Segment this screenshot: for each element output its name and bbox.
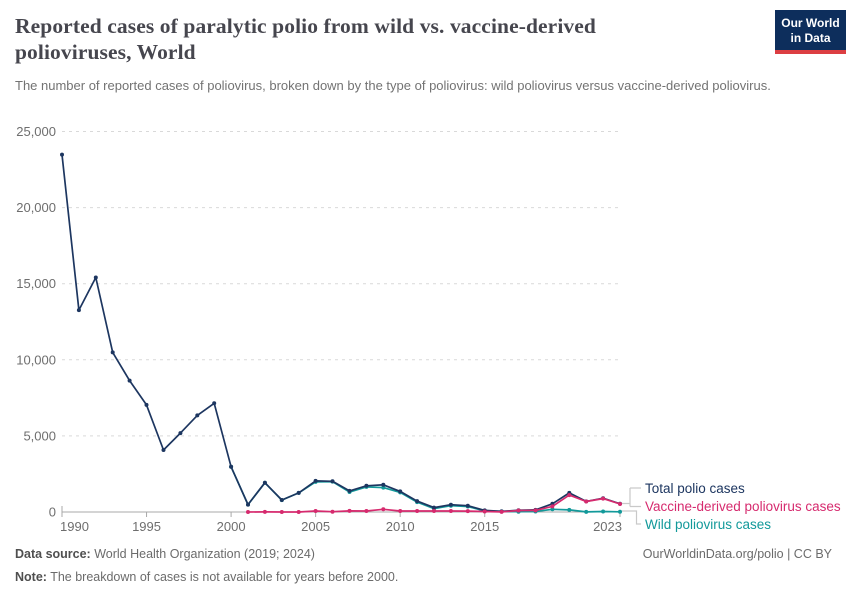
data-point [262,480,267,485]
data-point [381,507,386,512]
x-tick-label: 2005 [301,519,330,534]
data-point [381,485,386,490]
data-point [347,508,352,513]
data-point [601,496,606,501]
data-point [381,482,386,487]
data-point [465,503,470,508]
logo-line1: Our World [781,16,840,30]
data-point [296,510,301,514]
data-point [279,498,284,502]
note-label: Note: [15,570,47,584]
data-point [448,502,453,507]
data-point [465,509,470,514]
data-point [161,448,166,452]
data-point [499,509,504,514]
x-tick-label: 1990 [60,519,89,534]
data-point [313,509,318,513]
owid-credit-link[interactable]: OurWorldinData.org/polio | CC BY [642,547,832,561]
data-point [432,509,436,513]
data-point [482,509,487,514]
data-point [93,275,98,280]
data-point [567,493,572,498]
y-tick-label: 20,000 [16,200,56,215]
data-source-line: Data source: World Health Organization (… [15,543,835,566]
data-point [398,489,403,494]
legend-item-wild-cases[interactable]: Wild poliovirus cases [645,517,772,532]
data-point [398,509,403,513]
data-point [76,308,81,313]
series-line-0 [61,154,621,513]
x-tick-label: 1995 [132,519,161,534]
data-point [618,502,622,506]
note-value: The breakdown of cases is not available … [46,570,399,584]
data-point [618,509,622,514]
data-point [110,350,115,355]
data-point [364,509,369,513]
data-point [246,510,250,514]
data-point [212,401,217,406]
data-point [516,508,521,513]
data-point [550,507,555,512]
legend-connector-top [622,487,641,508]
legend-item-total-polio-cases[interactable]: Total polio cases [645,481,745,496]
y-tick-label: 5,000 [23,428,56,443]
data-point [144,402,149,407]
data-point [195,413,200,418]
data-point [330,509,335,514]
data-point [415,499,420,504]
data-point [262,509,267,514]
data-point [567,507,572,512]
data-point [533,508,538,513]
chart-footer: Data source: World Health Organization (… [15,543,835,589]
x-tick-label: 2015 [470,519,499,534]
x-tick-label: 2010 [386,519,415,534]
y-tick-label: 15,000 [16,276,56,291]
data-point [347,488,352,493]
note-line: Note: The breakdown of cases is not avai… [15,566,835,589]
data-point [601,509,606,514]
data-point [550,504,555,509]
logo-red-bar [775,50,846,54]
y-tick-label: 25,000 [16,124,56,139]
data-point [415,509,420,513]
x-tick-label: 2023 [593,519,622,534]
data-point [229,464,234,469]
data-point [127,378,132,383]
data-source-label: Data source: [15,547,91,561]
chart-subtitle: The number of reported cases of poliovir… [15,78,771,93]
data-point [279,510,284,514]
owid-logo[interactable]: Our World in Data [775,10,846,54]
data-point [448,509,453,513]
y-tick-label: 10,000 [16,352,56,367]
data-point [584,499,589,504]
data-point [330,479,335,484]
logo-line2: in Data [790,31,831,45]
y-tick-label: 0 [49,505,56,520]
data-point [60,152,64,157]
data-point [584,509,589,514]
data-point [364,483,369,488]
data-point [313,478,318,483]
legend-item-vaccine-derived-cases[interactable]: Vaccine-derived poliovirus cases [645,499,841,514]
legend-connector-wild [622,510,641,525]
data-point [246,502,250,507]
data-source-value: World Health Organization (2019; 2024) [90,547,315,561]
data-point [296,490,301,495]
x-tick-label: 2000 [217,519,246,534]
data-point [178,431,183,436]
data-point [432,505,436,510]
page-title: Reported cases of paralytic polio from w… [15,14,596,64]
